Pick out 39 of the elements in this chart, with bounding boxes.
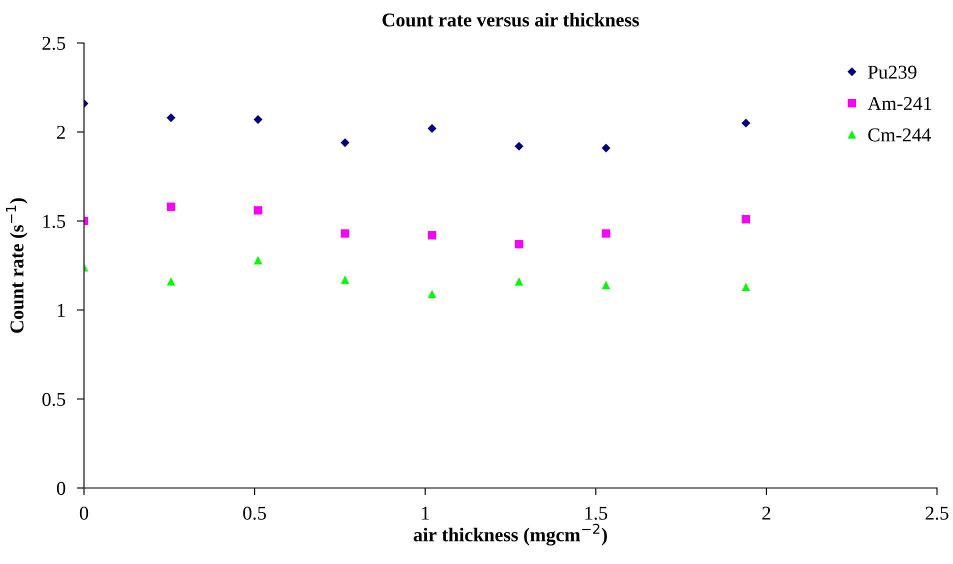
point	[602, 280, 610, 290]
point	[340, 276, 350, 284]
x-tick-label: 1.5	[585, 506, 608, 520]
point	[254, 256, 262, 264]
point	[166, 202, 176, 211]
legend-label: Cm-244	[868, 128, 931, 142]
legend-label: Pu239	[868, 66, 916, 79]
x-tick-label: 2	[762, 506, 770, 520]
y-tick-label: 1	[58, 304, 65, 317]
y-axis-title: Count rate (s$^{−1}$)	[6, 198, 28, 333]
point	[340, 138, 350, 148]
y-tick-label: 2.5	[42, 36, 66, 50]
point	[254, 115, 262, 124]
point	[254, 206, 262, 214]
x-tick-label: 0	[80, 506, 88, 520]
point	[514, 142, 524, 151]
x-axis-title: air thickness (mgcm$^{−2}$)	[414, 524, 607, 546]
point	[166, 277, 176, 286]
x-tick-label: 1	[422, 506, 429, 520]
x-tick-label: 0.5	[243, 506, 266, 520]
y-tick-label: 1.5	[43, 214, 66, 228]
chart-title: Count rate versus air thickness	[382, 12, 639, 27]
point	[428, 231, 436, 240]
point	[602, 229, 610, 238]
legend-label: Am-241	[868, 97, 932, 110]
point	[742, 118, 750, 128]
point	[514, 240, 524, 248]
y-tick-label: 2	[57, 126, 65, 139]
y-tick-label: 0	[56, 482, 66, 495]
point	[742, 282, 750, 292]
x-tick-label: 2.5	[926, 506, 948, 520]
point	[166, 113, 176, 122]
point	[428, 124, 436, 133]
point	[602, 144, 610, 152]
y-tick-label: 0.5	[42, 392, 66, 406]
point	[742, 215, 750, 224]
point	[340, 229, 350, 238]
point	[514, 277, 524, 286]
point	[428, 290, 436, 298]
